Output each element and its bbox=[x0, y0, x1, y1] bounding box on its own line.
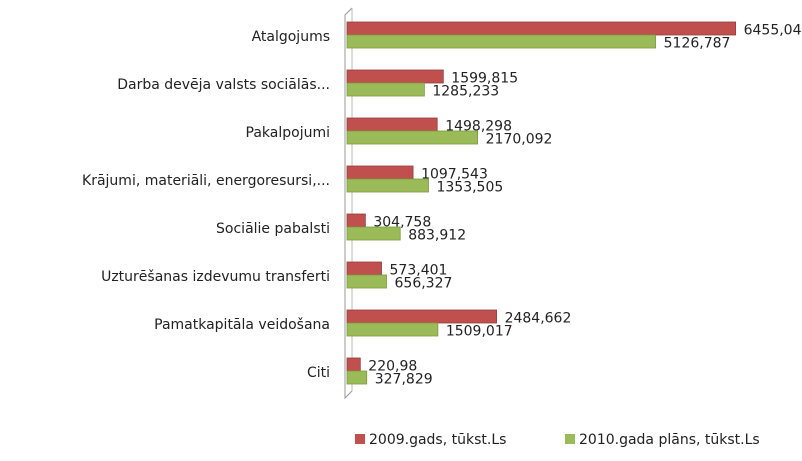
legend-swatch bbox=[565, 434, 575, 444]
bar bbox=[346, 322, 439, 337]
value-label: 304,758 bbox=[373, 215, 431, 231]
bar bbox=[346, 226, 401, 241]
bar bbox=[346, 69, 444, 84]
bar bbox=[346, 357, 361, 372]
value-label: 2170,092 bbox=[486, 132, 553, 148]
value-label: 1599,815 bbox=[451, 71, 518, 87]
bar bbox=[346, 370, 368, 385]
value-label: 1353,505 bbox=[436, 180, 503, 196]
bar bbox=[346, 21, 736, 36]
value-label: 327,829 bbox=[375, 372, 433, 388]
category-label: Uzturēšanas izdevumu transferti bbox=[101, 269, 330, 285]
category-label: Pamatkapitāla veidošana bbox=[154, 317, 330, 333]
category-label: Darba devēja valsts sociālās... bbox=[117, 77, 330, 93]
category-label: Atalgojums bbox=[252, 29, 330, 45]
bar bbox=[346, 178, 429, 193]
bar bbox=[346, 82, 425, 97]
bar bbox=[346, 165, 414, 180]
category-label: Citi bbox=[307, 365, 330, 381]
value-label: 883,912 bbox=[408, 228, 466, 244]
value-label: 2484,662 bbox=[505, 311, 572, 327]
category-label: Pakalpojumi bbox=[246, 125, 330, 141]
category-label: Sociālie pabalsti bbox=[216, 221, 330, 237]
value-label: 1498,298 bbox=[445, 119, 512, 135]
category-label: Krājumi, materiāli, energoresursi,... bbox=[82, 173, 330, 189]
legend-swatch bbox=[355, 434, 365, 444]
bar bbox=[346, 117, 438, 132]
value-label: 573,401 bbox=[390, 263, 448, 279]
value-label: 6455,049 bbox=[744, 23, 802, 39]
bar bbox=[346, 213, 366, 228]
value-label: 1097,543 bbox=[421, 167, 488, 183]
axis-line bbox=[344, 7, 353, 400]
legend-label: 2009.gads, tūkst.Ls bbox=[369, 432, 506, 448]
value-label: 1509,017 bbox=[446, 324, 513, 340]
bar bbox=[346, 274, 387, 289]
bar bbox=[346, 34, 657, 49]
value-label: 220,98 bbox=[368, 359, 417, 375]
value-label: 5126,787 bbox=[664, 36, 731, 52]
legend-label: 2010.gada plāns, tūkst.Ls bbox=[579, 432, 760, 448]
bar bbox=[346, 309, 497, 324]
value-label: 656,327 bbox=[395, 276, 453, 292]
bar bbox=[346, 130, 479, 145]
value-label: 1285,233 bbox=[432, 84, 499, 100]
bar bbox=[346, 261, 382, 276]
